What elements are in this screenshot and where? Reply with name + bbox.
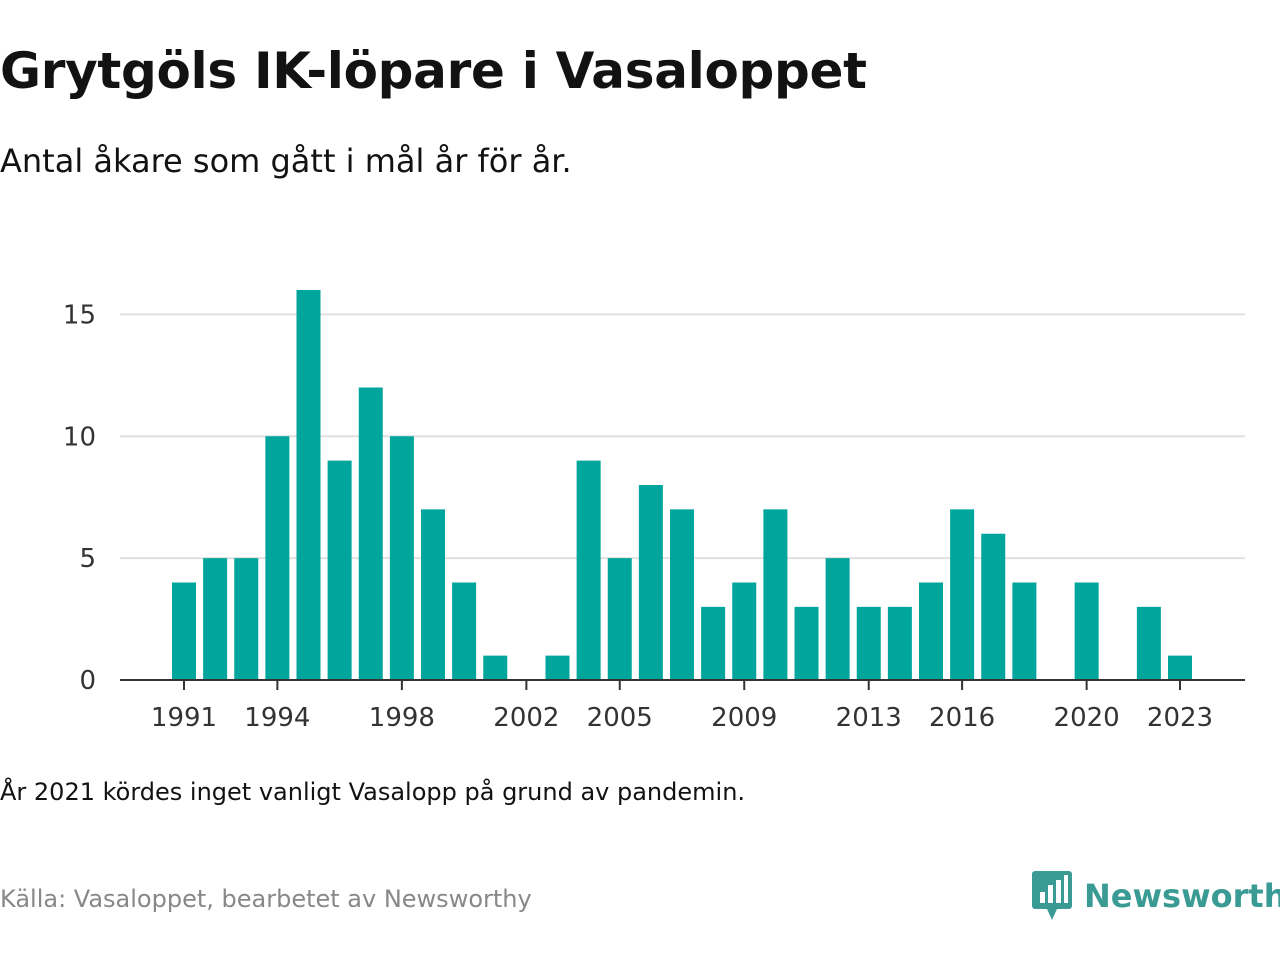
bar-2004 (576, 460, 601, 680)
x-tick-label: 2016 (929, 703, 995, 733)
bar-2015 (919, 582, 943, 680)
bars (172, 290, 1192, 680)
brand-name: Newsworthy (1084, 877, 1280, 915)
x-tick-label: 1998 (369, 703, 435, 733)
newsworthy-logo-icon (1032, 871, 1072, 920)
bar-2003 (545, 655, 570, 680)
bar-2007 (670, 509, 694, 680)
bar-2005 (607, 558, 632, 680)
bar-1997 (358, 387, 383, 680)
y-tick-label: 10 (63, 422, 96, 452)
chart-subtitle: Antal åkare som gått i mål år för år. (0, 142, 572, 180)
bar-2016 (950, 509, 975, 680)
bar-1992 (203, 558, 228, 680)
bar-2023 (1168, 655, 1192, 680)
bar-1993 (234, 558, 259, 680)
y-tick-label: 0 (79, 666, 96, 696)
bar-2006 (638, 485, 663, 680)
bar-2012 (825, 558, 850, 680)
bar-2000 (452, 582, 477, 680)
bar-2008 (701, 606, 726, 680)
bar-2010 (763, 509, 788, 680)
bar-1999 (421, 509, 445, 680)
y-axis-ticks: 0 5 10 15 (63, 300, 96, 696)
bar-1995 (296, 290, 321, 680)
bar-1991 (172, 582, 196, 680)
bar-2011 (794, 606, 819, 680)
x-tick-label: 2023 (1147, 703, 1213, 733)
x-tick-label: 2020 (1054, 703, 1120, 733)
x-axis: 1991 1994 1998 2002 2005 2009 2013 2016 2020 2023 (120, 679, 1245, 733)
y-tick-label: 5 (79, 544, 96, 574)
bar-chart: 0 5 10 15 1991 1994 1998 2002 2005 2009 2013 2016 2… (63, 290, 1245, 733)
bar-2014 (887, 606, 912, 680)
x-tick-label: 2013 (836, 703, 902, 733)
bar-1994 (265, 436, 290, 680)
brand-logo: Newsworthy (1032, 870, 1280, 922)
bar-2022 (1136, 606, 1161, 680)
bar-2013 (856, 606, 881, 680)
y-tick-label: 15 (63, 300, 96, 330)
x-tick-label: 2009 (711, 703, 777, 733)
chart-note: År 2021 kördes inget vanligt Vasalopp på… (0, 778, 746, 806)
chart-title: Grytgöls IK-löpare i Vasaloppet (0, 42, 867, 100)
bar-2020 (1074, 582, 1099, 680)
chart-source: Källa: Vasaloppet, bearbetet av Newswort… (0, 885, 532, 913)
x-tick-label: 2005 (587, 703, 653, 733)
bar-1998 (389, 436, 414, 680)
x-tick-label: 1991 (151, 703, 217, 733)
bar-2001 (483, 655, 508, 680)
bar-2017 (981, 533, 1006, 680)
x-tick-label: 1994 (244, 703, 310, 733)
bar-2009 (732, 582, 757, 680)
bar-2018 (1012, 582, 1037, 680)
x-tick-label: 2002 (493, 703, 559, 733)
bar-1996 (327, 460, 352, 680)
